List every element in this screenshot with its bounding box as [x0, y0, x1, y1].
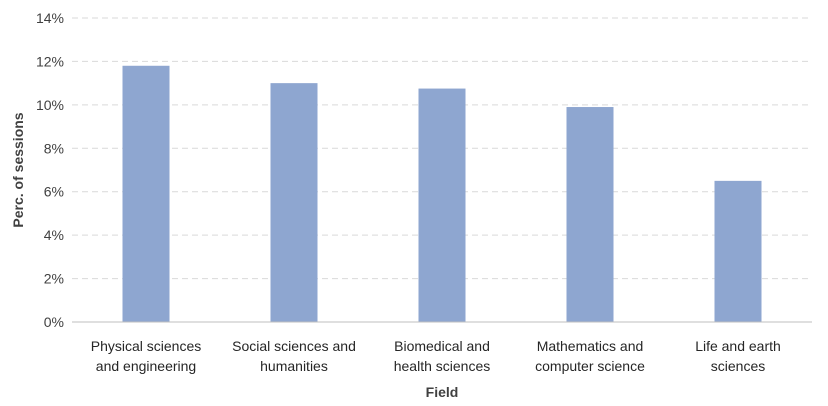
bar [566, 107, 614, 323]
x-tick-label: Mathematics and computer science [535, 338, 645, 374]
x-axis-title: Field [426, 384, 459, 400]
x-tick-label: Biomedical and health sciences [394, 338, 491, 374]
y-tick-label: 6% [44, 184, 64, 200]
y-tick-label: 4% [44, 227, 64, 243]
bar [122, 65, 170, 323]
bar [714, 180, 762, 322]
y-tick-label: 8% [44, 140, 64, 156]
x-axis-ticks: Physical sciences and engineering Social s… [91, 338, 781, 374]
x-tick-label: Social sciences and humanities [232, 338, 356, 374]
y-axis-title: Perc. of sessions [10, 112, 26, 227]
y-tick-label: 0% [44, 314, 64, 330]
y-tick-label: 12% [36, 53, 64, 69]
bar [418, 88, 466, 322]
bars [122, 65, 762, 323]
x-tick-label: Life and earth sciences [695, 338, 781, 374]
y-axis-ticks: 0% 2% 4% 6% 8% 10% 12% 14% [36, 10, 64, 330]
y-tick-label: 14% [36, 10, 64, 26]
x-tick-label: Physical sciences and engineering [91, 338, 202, 374]
y-tick-label: 2% [44, 271, 64, 287]
y-tick-label: 10% [36, 97, 64, 113]
bar [270, 83, 318, 323]
